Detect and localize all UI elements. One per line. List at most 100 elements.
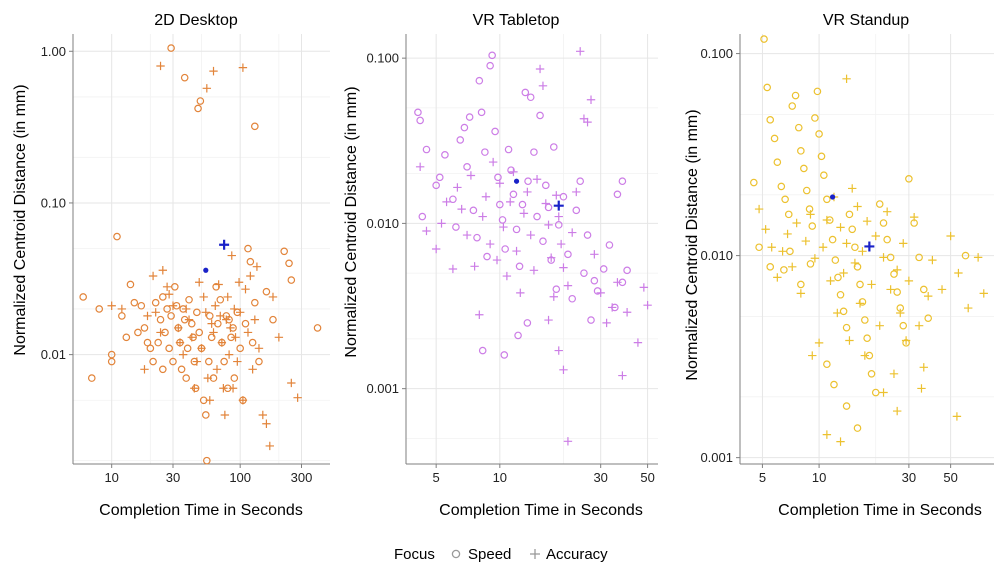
y-tick-label: 0.100 — [366, 51, 399, 66]
data-point-speed — [605, 241, 614, 249]
data-point-accuracy — [901, 336, 911, 345]
data-point-accuracy — [792, 218, 801, 228]
data-point-accuracy — [842, 74, 851, 84]
data-point-accuracy — [175, 338, 185, 347]
data-point-accuracy — [538, 81, 548, 91]
mean-point-accuracy — [219, 239, 230, 250]
data-point-accuracy — [928, 255, 937, 265]
data-point-speed — [205, 312, 214, 320]
data-point-accuracy — [552, 191, 561, 200]
data-point-accuracy — [973, 253, 983, 262]
data-point-speed — [95, 305, 104, 313]
y-tick-label: 0.001 — [700, 450, 733, 465]
data-point-accuracy — [156, 61, 165, 71]
data-point-accuracy — [238, 63, 248, 72]
data-point-speed — [143, 338, 152, 347]
data-point-accuracy — [211, 301, 220, 310]
data-point-accuracy — [475, 310, 484, 319]
data-point-speed — [167, 44, 175, 52]
x-axis-title: Completion Time in Seconds — [439, 502, 643, 519]
panel-data — [750, 35, 988, 446]
data-point-speed — [763, 83, 771, 92]
data-point-accuracy — [178, 350, 188, 359]
data-point-speed — [130, 298, 139, 307]
data-point-accuracy — [904, 276, 914, 286]
data-point-speed — [766, 116, 775, 124]
data-point-accuracy — [234, 278, 244, 287]
x-tick-label: 10 — [104, 470, 118, 485]
data-point-speed — [830, 380, 838, 389]
y-tick-label: 0.010 — [700, 248, 733, 263]
data-point-speed — [496, 200, 504, 209]
data-point-accuracy — [220, 410, 230, 420]
x-tick-label: 30 — [902, 470, 916, 485]
data-point-accuracy — [192, 357, 202, 366]
data-point-speed — [811, 114, 819, 122]
data-point-speed — [618, 177, 627, 186]
data-point-speed — [623, 266, 631, 275]
data-point-accuracy — [529, 266, 539, 275]
chart-panel-vr-standup: VR Standup 5 10 30 50 0.001 0.010 0.100 Comple… — [684, 12, 994, 519]
data-point-speed — [780, 266, 788, 274]
data-point-accuracy — [788, 262, 797, 272]
data-point-speed — [890, 270, 898, 278]
data-point-accuracy — [862, 217, 872, 226]
data-point-accuracy — [151, 308, 160, 317]
y-tick-label: 0.100 — [700, 46, 733, 61]
data-point-accuracy — [754, 204, 764, 214]
data-point-accuracy — [209, 66, 218, 76]
data-point-accuracy — [914, 321, 924, 330]
data-point-accuracy — [235, 308, 245, 317]
x-tick-label: 50 — [943, 470, 957, 485]
data-point-accuracy — [586, 95, 596, 104]
data-point-accuracy — [197, 344, 206, 353]
data-point-speed — [613, 190, 622, 199]
data-point-speed — [244, 244, 252, 253]
data-point-speed — [414, 108, 422, 117]
data-point-accuracy — [148, 271, 158, 281]
data-point-accuracy — [568, 228, 577, 237]
data-point-speed — [159, 293, 167, 301]
data-point-speed — [817, 152, 826, 161]
panel-title: VR Tabletop — [473, 12, 560, 29]
data-point-accuracy — [156, 328, 165, 337]
data-point-accuracy — [203, 373, 213, 383]
data-point-accuracy — [618, 371, 627, 380]
data-point-speed — [533, 212, 541, 221]
data-point-speed — [269, 315, 277, 324]
data-point-speed — [167, 312, 175, 320]
data-point-accuracy — [437, 219, 446, 228]
legend-speed-symbol — [451, 549, 461, 559]
data-point-speed — [806, 260, 815, 268]
data-point-accuracy — [140, 365, 149, 374]
x-tick-label: 100 — [229, 470, 251, 485]
data-point-accuracy — [909, 212, 919, 222]
data-point-speed — [924, 314, 932, 322]
data-point-speed — [541, 181, 550, 190]
data-point-accuracy — [431, 244, 441, 254]
data-point-accuracy — [643, 300, 652, 310]
data-point-speed — [823, 195, 831, 204]
data-point-accuracy — [810, 254, 820, 263]
data-point-speed — [435, 173, 444, 182]
data-point-speed — [193, 308, 201, 317]
data-point-speed — [552, 285, 561, 293]
data-point-accuracy — [892, 406, 902, 416]
data-point-accuracy — [442, 197, 451, 207]
data-point-speed — [498, 216, 507, 224]
data-point-speed — [893, 288, 901, 296]
panel-axes: 5 10 30 50 0.001 0.010 0.100 — [366, 34, 658, 485]
data-point-speed — [521, 88, 530, 97]
data-point-speed — [416, 116, 424, 125]
data-point-speed — [262, 287, 271, 296]
panel-grid — [73, 34, 330, 464]
data-point-speed — [151, 298, 160, 307]
data-point-accuracy — [783, 229, 792, 239]
data-point-speed — [441, 151, 449, 159]
data-point-speed — [230, 374, 239, 382]
data-point-speed — [791, 91, 800, 100]
data-point-accuracy — [613, 278, 622, 287]
data-point-accuracy — [554, 212, 563, 221]
data-point-speed — [507, 166, 515, 174]
data-point-speed — [871, 388, 880, 397]
